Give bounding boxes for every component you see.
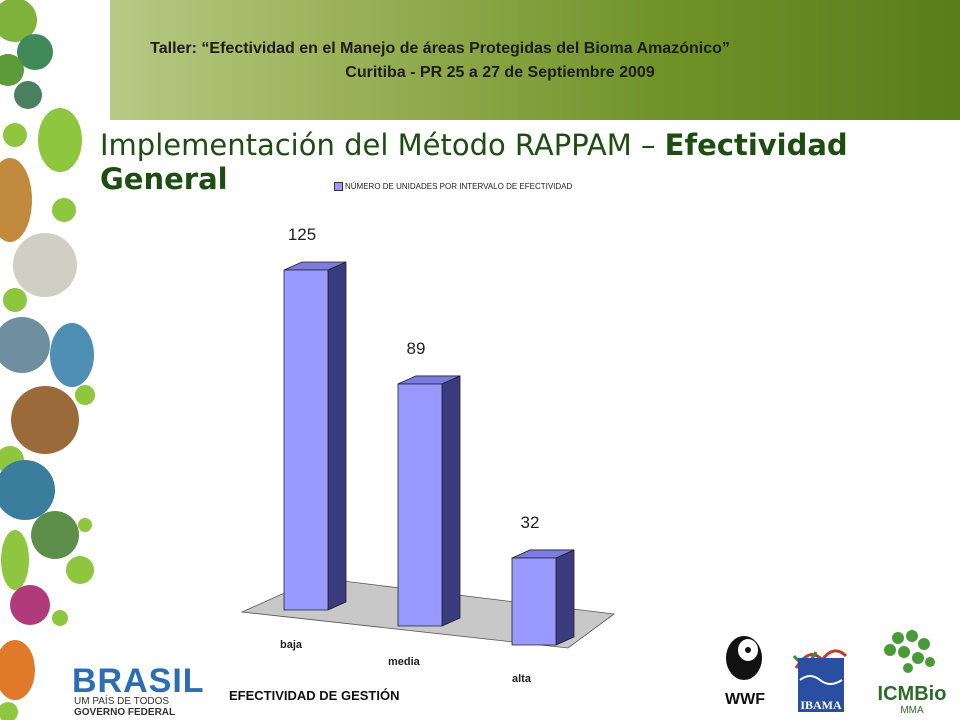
bar-side <box>327 261 347 611</box>
bar-alta <box>511 549 575 646</box>
icmbio-logo-text: ICMBio <box>878 683 947 705</box>
bar-front <box>283 269 329 611</box>
workshop-location-date: Curitiba - PR 25 a 27 de Septiembre 2009 <box>345 64 655 81</box>
brasil-logo-word: BRASIL <box>72 662 205 700</box>
brasil-logo-subtitle: GOVERNO FEDERAL <box>74 707 175 716</box>
chart-legend: NÚMERO DE UNIDADES POR INTERVALO DE EFEC… <box>334 182 572 191</box>
brasil-logo: BRASIL UM PAÍS DE TODOS GOVERNO FEDERAL <box>72 662 205 716</box>
slide-title-bold: Efectividad General <box>100 128 848 196</box>
slide-title: Implementación del Método RAPPAM – Efect… <box>100 128 880 196</box>
bar-side <box>555 549 575 646</box>
brasil-logo-tagline: UM PAÍS DE TODOS <box>74 694 169 707</box>
icmbio-logo-sub: MMA <box>900 705 924 716</box>
value-label: 32 <box>521 513 540 532</box>
workshop-title: Taller: “Efectividad en el Manejo de áre… <box>150 40 730 57</box>
bar-front <box>397 383 443 627</box>
legend-label: NÚMERO DE UNIDADES POR INTERVALO DE EFEC… <box>345 182 573 191</box>
bar-media <box>397 375 461 627</box>
bar-front <box>511 557 557 646</box>
ibama-logo-text: IBAMA <box>800 698 842 712</box>
decorative-photo-strip <box>0 0 110 720</box>
category-label: baja <box>280 639 303 651</box>
slide-title-regular: Implementación del Método RAPPAM – <box>100 128 665 162</box>
value-label: 125 <box>288 225 316 244</box>
wwf-logo-text: WWF <box>725 691 765 708</box>
bar-baja <box>283 261 347 611</box>
category-label: media <box>388 656 421 668</box>
ibama-logo: IBAMA <box>792 649 848 712</box>
legend-swatch <box>334 182 343 191</box>
header-banner: Taller: “Efectividad en el Manejo de áre… <box>0 0 960 120</box>
value-label: 89 <box>407 339 426 358</box>
icmbio-logo: ICMBio MMA <box>878 630 947 716</box>
footer-text: EFECTIVIDAD DE GESTIÓN <box>229 688 400 703</box>
wwf-logo: WWF <box>725 636 765 708</box>
category-label: alta <box>512 673 532 685</box>
bar-side <box>441 375 461 627</box>
